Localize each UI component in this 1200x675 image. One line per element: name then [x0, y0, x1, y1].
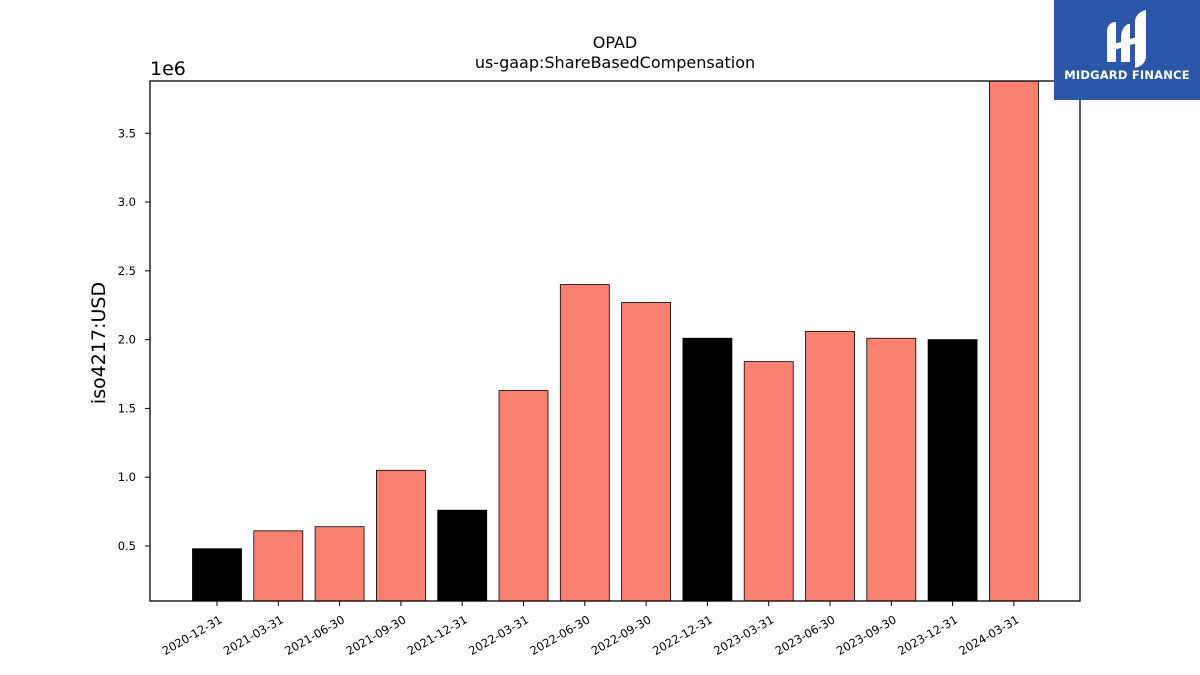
y-tick-label: 2.0: [118, 333, 136, 347]
x-tick-label: 2020-12-31: [160, 612, 225, 658]
x-tick-label: 2021-09-30: [344, 612, 409, 658]
x-tick-label: 2022-09-30: [589, 612, 654, 658]
x-tick-label: 2021-12-31: [405, 612, 470, 658]
bar-2022-06-30: [559, 284, 610, 602]
midgard-logo-icon: [1107, 10, 1146, 68]
x-tick-label: 2023-03-31: [711, 612, 776, 658]
y-tick-label: 0.5: [118, 539, 136, 553]
x-axis-ticks: 2020-12-312021-03-312021-06-302021-09-30…: [160, 601, 1022, 658]
x-tick-label: 2023-12-31: [895, 612, 960, 658]
bar-2024-03-31: [989, 80, 1039, 602]
x-tick-label: 2023-06-30: [773, 612, 838, 658]
midgard-finance-logo: MIDGARD FINANCE: [1054, 0, 1200, 100]
bar-2023-03-31: [743, 361, 794, 602]
bar-2021-09-30: [375, 469, 426, 602]
x-tick-label: 2022-06-30: [527, 612, 592, 658]
y-tick-label: 1.5: [118, 401, 136, 415]
y-tick-label: 2.5: [118, 264, 136, 278]
y-axis-ticks: 0.5 1.0 1.5 2.0 2.5 3.0 3.5: [118, 126, 150, 553]
y-multiplier-label: 1e6: [150, 58, 186, 80]
x-tick-label: 2022-03-31: [466, 612, 531, 658]
y-tick-label: 3.0: [118, 195, 136, 209]
bar-series: [192, 80, 1039, 602]
plot-frame: [149, 80, 1081, 602]
x-tick-label: 2023-09-30: [834, 612, 899, 658]
x-tick-label: 2022-12-31: [650, 612, 715, 658]
bar-2021-12-31: [437, 509, 488, 602]
chart-title: OPAD: [593, 33, 637, 52]
y-axis-label: iso4217:USD: [88, 282, 110, 404]
x-tick-label: 2021-03-31: [221, 612, 286, 658]
y-tick-label: 3.5: [118, 126, 136, 140]
y-tick-label: 1.0: [118, 470, 136, 484]
bar-2023-06-30: [805, 330, 855, 602]
bar-2023-09-30: [866, 337, 917, 602]
logo-text: MIDGARD FINANCE: [1064, 68, 1190, 82]
x-tick-label: 2021-06-30: [282, 612, 347, 658]
bar-2020-12-31: [192, 548, 242, 602]
bar-2022-12-31: [682, 337, 733, 602]
bar-2022-03-31: [498, 390, 549, 602]
bar-2022-09-30: [621, 302, 671, 602]
bar-2023-12-31: [927, 339, 978, 602]
x-tick-label: 2024-03-31: [957, 612, 1022, 658]
bar-2021-03-31: [253, 530, 304, 602]
chart-subtitle: us-gaap:ShareBasedCompensation: [475, 53, 755, 72]
bar-2021-06-30: [314, 526, 365, 602]
